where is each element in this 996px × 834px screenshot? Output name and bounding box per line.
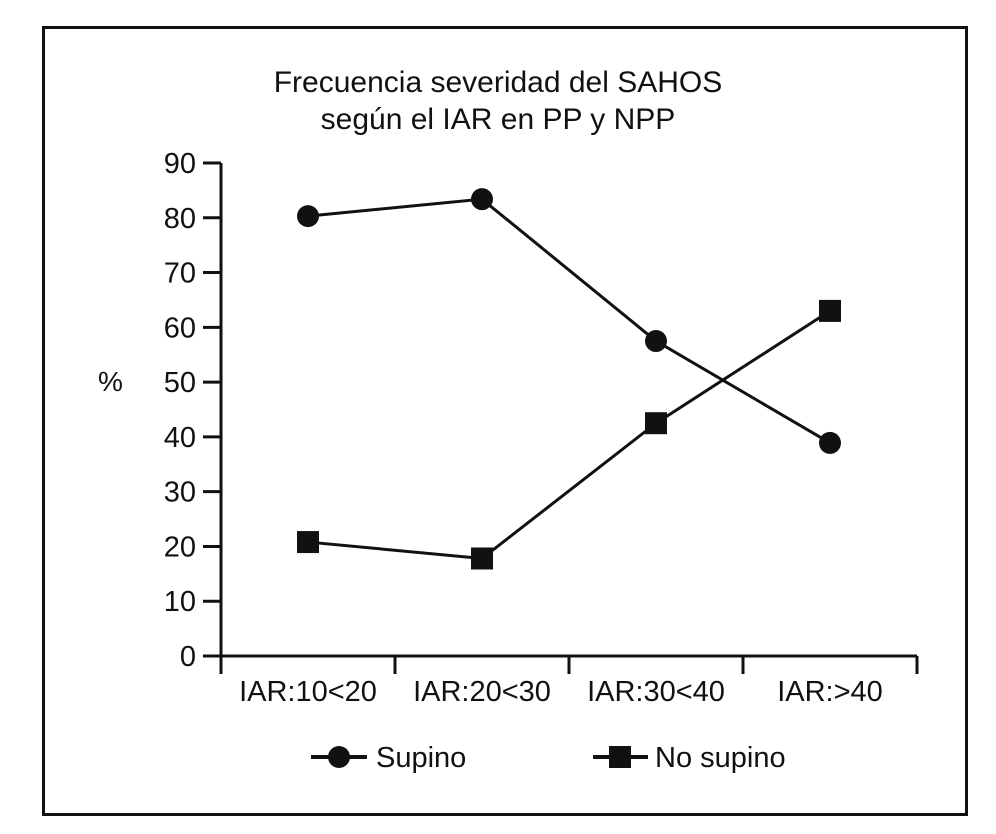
series-1-point-3 — [819, 299, 841, 322]
x-tick-label-2: IAR:30<40 — [587, 676, 725, 708]
x-tick-label-0: IAR:10<20 — [239, 676, 377, 708]
x-tick-label-3: IAR:>40 — [777, 676, 883, 708]
chart-frame — [42, 26, 968, 816]
series-line-1 — [307, 309, 831, 561]
chart-title-line-2: según el IAR en PP y NPP — [320, 103, 676, 136]
series-1-point-2 — [645, 412, 667, 435]
y-tick-label-70: 70 — [164, 258, 196, 290]
legend-label-0: Supino — [376, 742, 466, 774]
y-tick-label-20: 20 — [164, 531, 196, 563]
y-tick-label-40: 40 — [164, 422, 196, 454]
chart-title-line-1: Frecuencia severidad del SAHOS — [273, 66, 723, 99]
y-tick-label-80: 80 — [164, 203, 196, 235]
series-0-point-3 — [819, 431, 841, 454]
series-1-point-1 — [471, 547, 493, 570]
y-tick-label-0: 0 — [180, 641, 196, 673]
series-1-point-0 — [297, 531, 319, 554]
series-0-point-2 — [645, 330, 667, 353]
y-tick-label-60: 60 — [164, 312, 196, 344]
legend-marker-0 — [328, 746, 350, 768]
y-tick-label-90: 90 — [164, 148, 196, 180]
series-0-point-0 — [297, 205, 319, 228]
legend-label-1: No supino — [655, 742, 786, 774]
y-tick-label-10: 10 — [164, 586, 196, 618]
legend-marker-1 — [609, 746, 631, 768]
x-tick-label-1: IAR:20<30 — [413, 676, 551, 708]
y-tick-label-30: 30 — [164, 477, 196, 509]
y-axis-label: % — [98, 366, 123, 397]
y-tick-label-50: 50 — [164, 367, 196, 399]
series-line-0 — [307, 197, 831, 445]
series-0-point-1 — [471, 188, 493, 211]
